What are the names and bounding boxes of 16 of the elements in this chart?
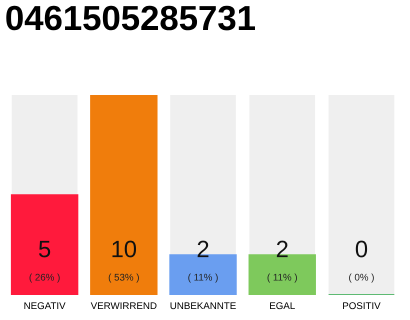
data-label: 0 [356, 240, 368, 258]
x-tick-label: UNBEKANNTE [170, 302, 236, 310]
x-tick-label: VERWIRREND [90, 302, 156, 310]
annotation: ( 11% ) [268, 274, 297, 283]
x-tick-label: POSITIV [343, 302, 381, 310]
annotation: ( 11% ) [188, 274, 218, 283]
x-tick-label: NEGATIV [24, 302, 66, 310]
x-tick-label: EGAL [270, 302, 295, 310]
annotation: ( 0% ) [349, 274, 374, 283]
data-label: 5 [38, 240, 50, 258]
data-label: 10 [112, 240, 136, 258]
annotation: ( 53% ) [108, 274, 139, 283]
data-label: 2 [276, 240, 288, 258]
chart-title: 0461505285731 [6, 6, 255, 30]
data-label: 2 [198, 240, 208, 258]
annotation: ( 26% ) [30, 274, 60, 283]
